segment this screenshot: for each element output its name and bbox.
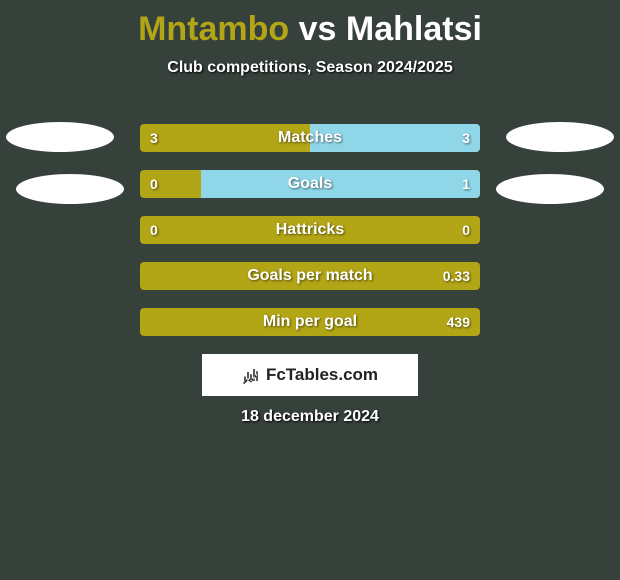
bar-hattricks-label: Hattricks bbox=[140, 216, 480, 244]
bar-goals: 0 Goals 1 bbox=[140, 170, 480, 198]
bar-gpm-right-val: 0.33 bbox=[443, 262, 470, 290]
bar-chart-icon bbox=[242, 366, 260, 384]
site-logo[interactable]: FcTables.com bbox=[202, 354, 418, 396]
site-logo-text: FcTables.com bbox=[266, 365, 378, 385]
bar-min-per-goal: Min per goal 439 bbox=[140, 308, 480, 336]
avatar-placeholder-right-2 bbox=[496, 174, 604, 204]
bar-goals-right-val: 1 bbox=[462, 170, 470, 198]
avatar-placeholder-left-2 bbox=[16, 174, 124, 204]
bar-goals-per-match: Goals per match 0.33 bbox=[140, 262, 480, 290]
date-label: 18 december 2024 bbox=[0, 408, 620, 426]
bar-matches: 3 Matches 3 bbox=[140, 124, 480, 152]
avatar-placeholder-left-1 bbox=[6, 122, 114, 152]
bar-mpg-label: Min per goal bbox=[140, 308, 480, 336]
avatar-placeholder-right-1 bbox=[506, 122, 614, 152]
comparison-card: Mntambo vs Mahlatsi Club competitions, S… bbox=[0, 0, 620, 580]
bar-matches-label: Matches bbox=[140, 124, 480, 152]
page-title: Mntambo vs Mahlatsi bbox=[0, 0, 620, 49]
bar-hattricks: 0 Hattricks 0 bbox=[140, 216, 480, 244]
subtitle: Club competitions, Season 2024/2025 bbox=[0, 59, 620, 77]
title-vs: vs bbox=[299, 10, 337, 48]
bar-matches-right-val: 3 bbox=[462, 124, 470, 152]
title-player2: Mahlatsi bbox=[346, 10, 482, 48]
bar-goals-label: Goals bbox=[140, 170, 480, 198]
title-player1: Mntambo bbox=[138, 10, 289, 48]
bar-hattricks-right-val: 0 bbox=[462, 216, 470, 244]
bar-mpg-right-val: 439 bbox=[447, 308, 470, 336]
stats-bars: 3 Matches 3 0 Goals 1 0 Hattricks 0 Goal… bbox=[140, 124, 480, 354]
bar-gpm-label: Goals per match bbox=[140, 262, 480, 290]
